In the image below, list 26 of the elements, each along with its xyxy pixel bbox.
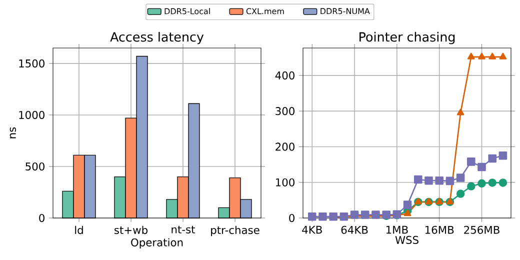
y-tick-label: 100 — [276, 178, 294, 186]
x-tick-label: 64KB — [341, 226, 368, 234]
y-tick-label: 400 — [275, 71, 294, 80]
legend-label: CXL.mem — [246, 8, 284, 14]
y-tick-label: 1500 — [19, 59, 44, 68]
y-tick-label: 300 — [276, 107, 294, 116]
y-tick-label: 500 — [26, 162, 44, 171]
y-tick-label: 0 — [39, 214, 44, 222]
x-tick-label: st+wb — [114, 226, 148, 234]
chart-title: Pointer chasing — [360, 32, 455, 44]
x-axis-title: WSS — [395, 236, 418, 244]
y-tick-label: 1000 — [19, 110, 44, 119]
x-tick-label: nt-st — [172, 226, 196, 234]
x-tick-label: 4KB — [302, 226, 322, 234]
x-tick-label: ld — [75, 226, 83, 234]
y-tick-label: 0 — [289, 214, 294, 222]
y-axis-title: ns — [10, 127, 16, 138]
y-tick-label: 200 — [276, 142, 294, 151]
x-tick-label: 1MB — [386, 226, 408, 234]
legend-label: DDR5-NUMA — [320, 8, 370, 14]
x-axis-title: Operation — [131, 238, 183, 249]
x-tick-label: 256MB — [464, 226, 500, 234]
chart-title: Access latency — [110, 32, 204, 44]
x-tick-label: ptr-chase — [211, 226, 260, 236]
legend-label: DDR5-Local — [164, 8, 210, 14]
x-tick-label: 16MB — [425, 226, 454, 234]
